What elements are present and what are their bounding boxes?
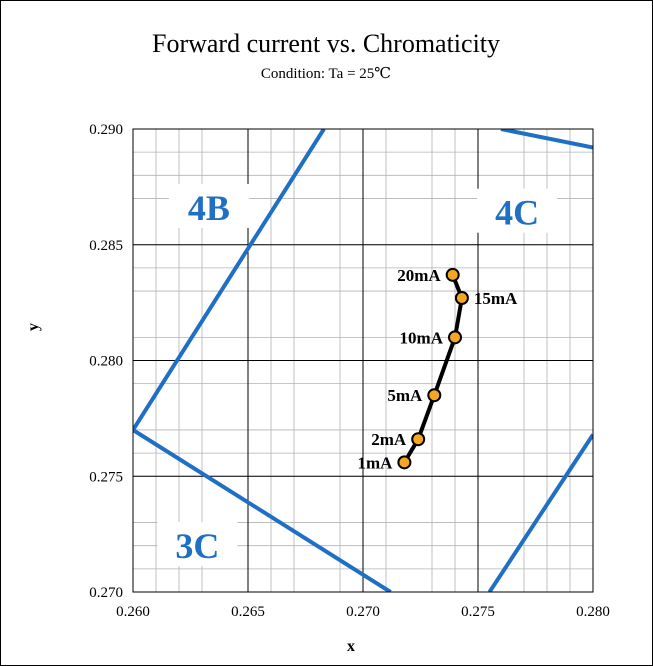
- y-tick-label: 0.275: [89, 469, 123, 485]
- data-point-10ma: [448, 330, 462, 345]
- bin-boundary-line: [500, 129, 593, 150]
- data-label-5ma: 5mA: [387, 386, 423, 405]
- x-tick-label: 0.260: [116, 604, 150, 620]
- y-axis-ticks: 0.270 0.275 0.280 0.285 0.290: [89, 122, 123, 601]
- x-axis-ticks: 0.260 0.265 0.270 0.275 0.280: [116, 604, 610, 620]
- data-label-1ma: 1mA: [357, 453, 393, 472]
- data-label-2ma: 2mA: [371, 430, 407, 449]
- y-tick-label: 0.290: [89, 122, 123, 138]
- bin-label-background: [168, 184, 249, 229]
- bin-region-labels: 4B 4C 3C: [157, 184, 558, 567]
- bin-label-background: [477, 188, 558, 233]
- data-label-15ma: 15mA: [474, 289, 518, 308]
- y-tick-label: 0.285: [89, 238, 123, 254]
- x-tick-label: 0.265: [231, 604, 265, 620]
- bin-boundary-line: [133, 428, 392, 592]
- series-line: [402, 274, 464, 464]
- data-point-5ma: [427, 388, 442, 403]
- bin-label-4c: 4C: [495, 193, 539, 233]
- data-point-15ma: [454, 290, 469, 305]
- x-tick-label: 0.275: [461, 604, 495, 620]
- y-tick-label: 0.280: [89, 354, 123, 370]
- bin-boundary-line: [487, 433, 593, 592]
- data-label-10ma: 10mA: [400, 328, 444, 347]
- series-group: 1mA 2mA 5mA 10mA 15mA 20mA: [357, 266, 518, 473]
- bin-label-3c: 3C: [175, 526, 219, 566]
- y-axis-label: y: [25, 323, 42, 331]
- bin-label-4b: 4B: [188, 188, 230, 228]
- bin-label-background: [157, 522, 238, 567]
- x-tick-label: 0.270: [346, 604, 380, 620]
- y-tick-label: 0.270: [89, 585, 123, 601]
- x-axis-label: x: [347, 638, 355, 655]
- chart-subtitle: Condition: Ta = 25℃: [261, 66, 391, 82]
- data-label-20ma: 20mA: [397, 266, 441, 285]
- bin-boundaries: [133, 129, 593, 592]
- bin-boundary-line: [133, 129, 326, 432]
- x-tick-label: 0.280: [576, 604, 610, 620]
- data-point-20ma: [445, 267, 460, 282]
- data-point-1ma: [397, 455, 412, 470]
- data-point-2ma: [411, 432, 426, 447]
- plot-area-border: [132, 128, 594, 593]
- chart-title: Forward current vs. Chromaticity: [152, 29, 500, 58]
